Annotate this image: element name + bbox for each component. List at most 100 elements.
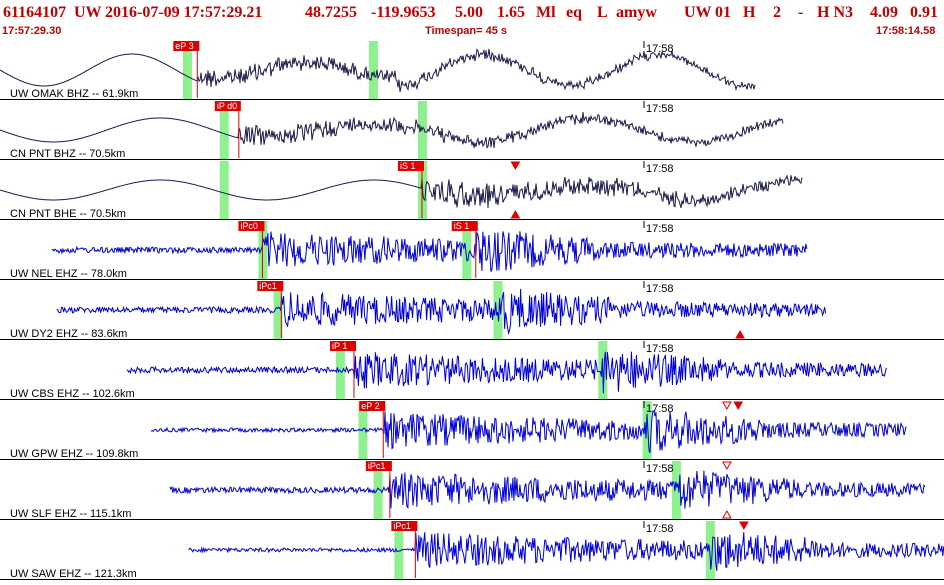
pick-label: eP 2 — [361, 401, 379, 411]
pick-flag[interactable] — [238, 221, 265, 231]
event-flag: L — [597, 4, 608, 21]
waveform — [126, 351, 887, 394]
minute-label: 17:58 — [646, 403, 674, 415]
event-dash: - — [798, 4, 804, 21]
amplitude-marker[interactable] — [722, 509, 732, 519]
pick-window — [394, 521, 404, 579]
trace-row[interactable]: 17:58 iS 1 CN PNT BHE -- 70.5km — [0, 161, 944, 220]
end-time: 17:58:14.58 — [876, 25, 936, 37]
event-value-2: 0.91 — [910, 4, 938, 21]
waveform — [51, 231, 808, 272]
station-label: UW SAW EHZ -- 121.3km — [10, 568, 137, 580]
pick-window — [219, 161, 229, 219]
pick-label: iP d0 — [217, 101, 237, 111]
trace-row[interactable]: 17:58 eP 2 UW GPW EHZ -- 109.8km — [0, 401, 944, 460]
pick-window — [493, 281, 503, 339]
pick-window — [368, 41, 378, 99]
pick-flag[interactable] — [391, 521, 418, 531]
minute-label: 17:58 — [646, 463, 674, 475]
pick-label: iPc1 — [393, 521, 411, 531]
pick-flag[interactable] — [451, 221, 478, 231]
event-summary-line: 61164107 UW 2016-07-09 17:57:29.21 48.72… — [0, 4, 944, 24]
event-network: UW — [74, 4, 102, 21]
trace-row[interactable]: 17:58 iP d0 CN PNT BHZ -- 70.5km — [0, 101, 944, 160]
event-type: eq — [566, 4, 582, 21]
pick-label: iPc1 — [368, 461, 386, 471]
trace-row[interactable]: 17:58 iPc1 UW SAW EHZ -- 121.3km — [0, 521, 944, 580]
seismogram-plot[interactable]: 17:58 eP 3 UW OMAK BHZ -- 61.9km 17:58 iP d0… — [0, 40, 944, 580]
amplitude-marker[interactable] — [735, 329, 745, 339]
event-datetime: 2016-07-09 17:57:29.21 — [105, 4, 263, 21]
pick-window — [671, 461, 681, 519]
waveform — [188, 532, 944, 571]
pick-label: iPc1 — [259, 281, 277, 291]
event-id: 61164107 — [3, 4, 67, 21]
event-analyst: amyw — [616, 4, 657, 21]
station-label: UW SLF EHZ -- 115.1km — [10, 508, 131, 520]
pick-window — [642, 401, 652, 459]
trace-row[interactable]: 17:58 eP 3 UW OMAK BHZ -- 61.9km — [0, 41, 944, 100]
station-label: UW NEL EHZ -- 78.0km — [10, 268, 127, 280]
minute-label: 17:58 — [646, 283, 674, 295]
event-solution: H N3 — [817, 4, 853, 21]
pick-label: iS 1 — [400, 161, 416, 171]
station-label: CN PNT BHZ -- 70.5km — [10, 148, 125, 160]
start-time: 17:57:29.30 — [2, 25, 62, 37]
station-label: UW DY2 EHZ -- 83.6km — [10, 328, 127, 340]
pick-flag[interactable] — [397, 161, 424, 171]
minute-label: 17:58 — [646, 523, 674, 535]
amplitude-marker[interactable] — [722, 461, 732, 471]
event-mag-type: Ml — [536, 4, 556, 21]
station-label: CN PNT BHE -- 70.5km — [10, 208, 126, 220]
amplitude-marker[interactable] — [510, 209, 521, 219]
amplitude-marker[interactable] — [510, 161, 521, 171]
minute-label: 17:58 — [646, 223, 674, 235]
station-label: UW CBS EHZ -- 102.6km — [10, 388, 135, 400]
amplitude-marker[interactable] — [722, 401, 732, 411]
amplitude-marker[interactable] — [739, 521, 749, 531]
event-depth: 5.00 — [455, 4, 483, 21]
minute-label: 17:58 — [646, 343, 674, 355]
event-header: 61164107 UW 2016-07-09 17:57:29.21 48.72… — [0, 0, 944, 40]
waveform — [0, 112, 784, 149]
trace-row[interactable]: 17:58 iPc1 UW DY2 EHZ -- 83.6km — [0, 281, 944, 340]
pick-flag[interactable] — [173, 41, 200, 51]
pick-label: iS 1 — [454, 221, 470, 231]
pick-label: iPc0 — [240, 221, 258, 231]
station-label: UW GPW EHZ -- 109.8km — [10, 448, 138, 460]
trace-row[interactable]: 17:58 iPc0 iS 1 UW NEL EHZ -- 78.0km — [0, 221, 944, 280]
waveform — [0, 48, 756, 93]
pick-flag[interactable] — [214, 101, 241, 111]
pick-window — [182, 41, 192, 99]
pick-window — [462, 221, 472, 279]
pick-flag[interactable] — [257, 281, 284, 291]
pick-label: iP 1 — [332, 341, 347, 351]
minute-label: 17:58 — [646, 43, 674, 55]
pick-window — [335, 341, 345, 399]
pick-flag[interactable] — [330, 341, 356, 351]
event-source: UW — [684, 4, 712, 21]
trace-row[interactable]: 17:58 iP 1 UW CBS EHZ -- 102.6km — [0, 341, 944, 400]
minute-label: 17:58 — [646, 103, 674, 115]
pick-window — [273, 281, 283, 339]
amplitude-marker[interactable] — [733, 401, 744, 411]
event-value-1: 4.09 — [870, 4, 898, 21]
event-longitude: -119.9653 — [371, 4, 436, 21]
pick-window — [705, 521, 715, 579]
timespan-label: Timespan= 45 s — [425, 25, 508, 37]
event-magnitude: 1.65 — [497, 4, 525, 21]
event-version: 01 — [715, 4, 731, 21]
waveform — [56, 288, 827, 336]
waveform — [169, 470, 926, 510]
pick-label: eP 3 — [175, 41, 193, 51]
station-label: UW OMAK BHZ -- 61.9km — [10, 88, 138, 100]
pick-window — [373, 461, 383, 519]
pick-flag[interactable] — [359, 401, 386, 411]
pick-window — [219, 101, 229, 159]
pick-flag[interactable] — [365, 461, 392, 471]
seismogram-panel[interactable]: 17:58 eP 3 UW OMAK BHZ -- 61.9km 17:58 iP d0… — [0, 40, 944, 580]
trace-row[interactable]: 17:58 iPc1 UW SLF EHZ -- 115.1km — [0, 461, 944, 520]
event-latitude: 48.7255 — [305, 4, 357, 21]
event-number: 2 — [773, 4, 781, 21]
minute-label: 17:58 — [646, 163, 674, 175]
